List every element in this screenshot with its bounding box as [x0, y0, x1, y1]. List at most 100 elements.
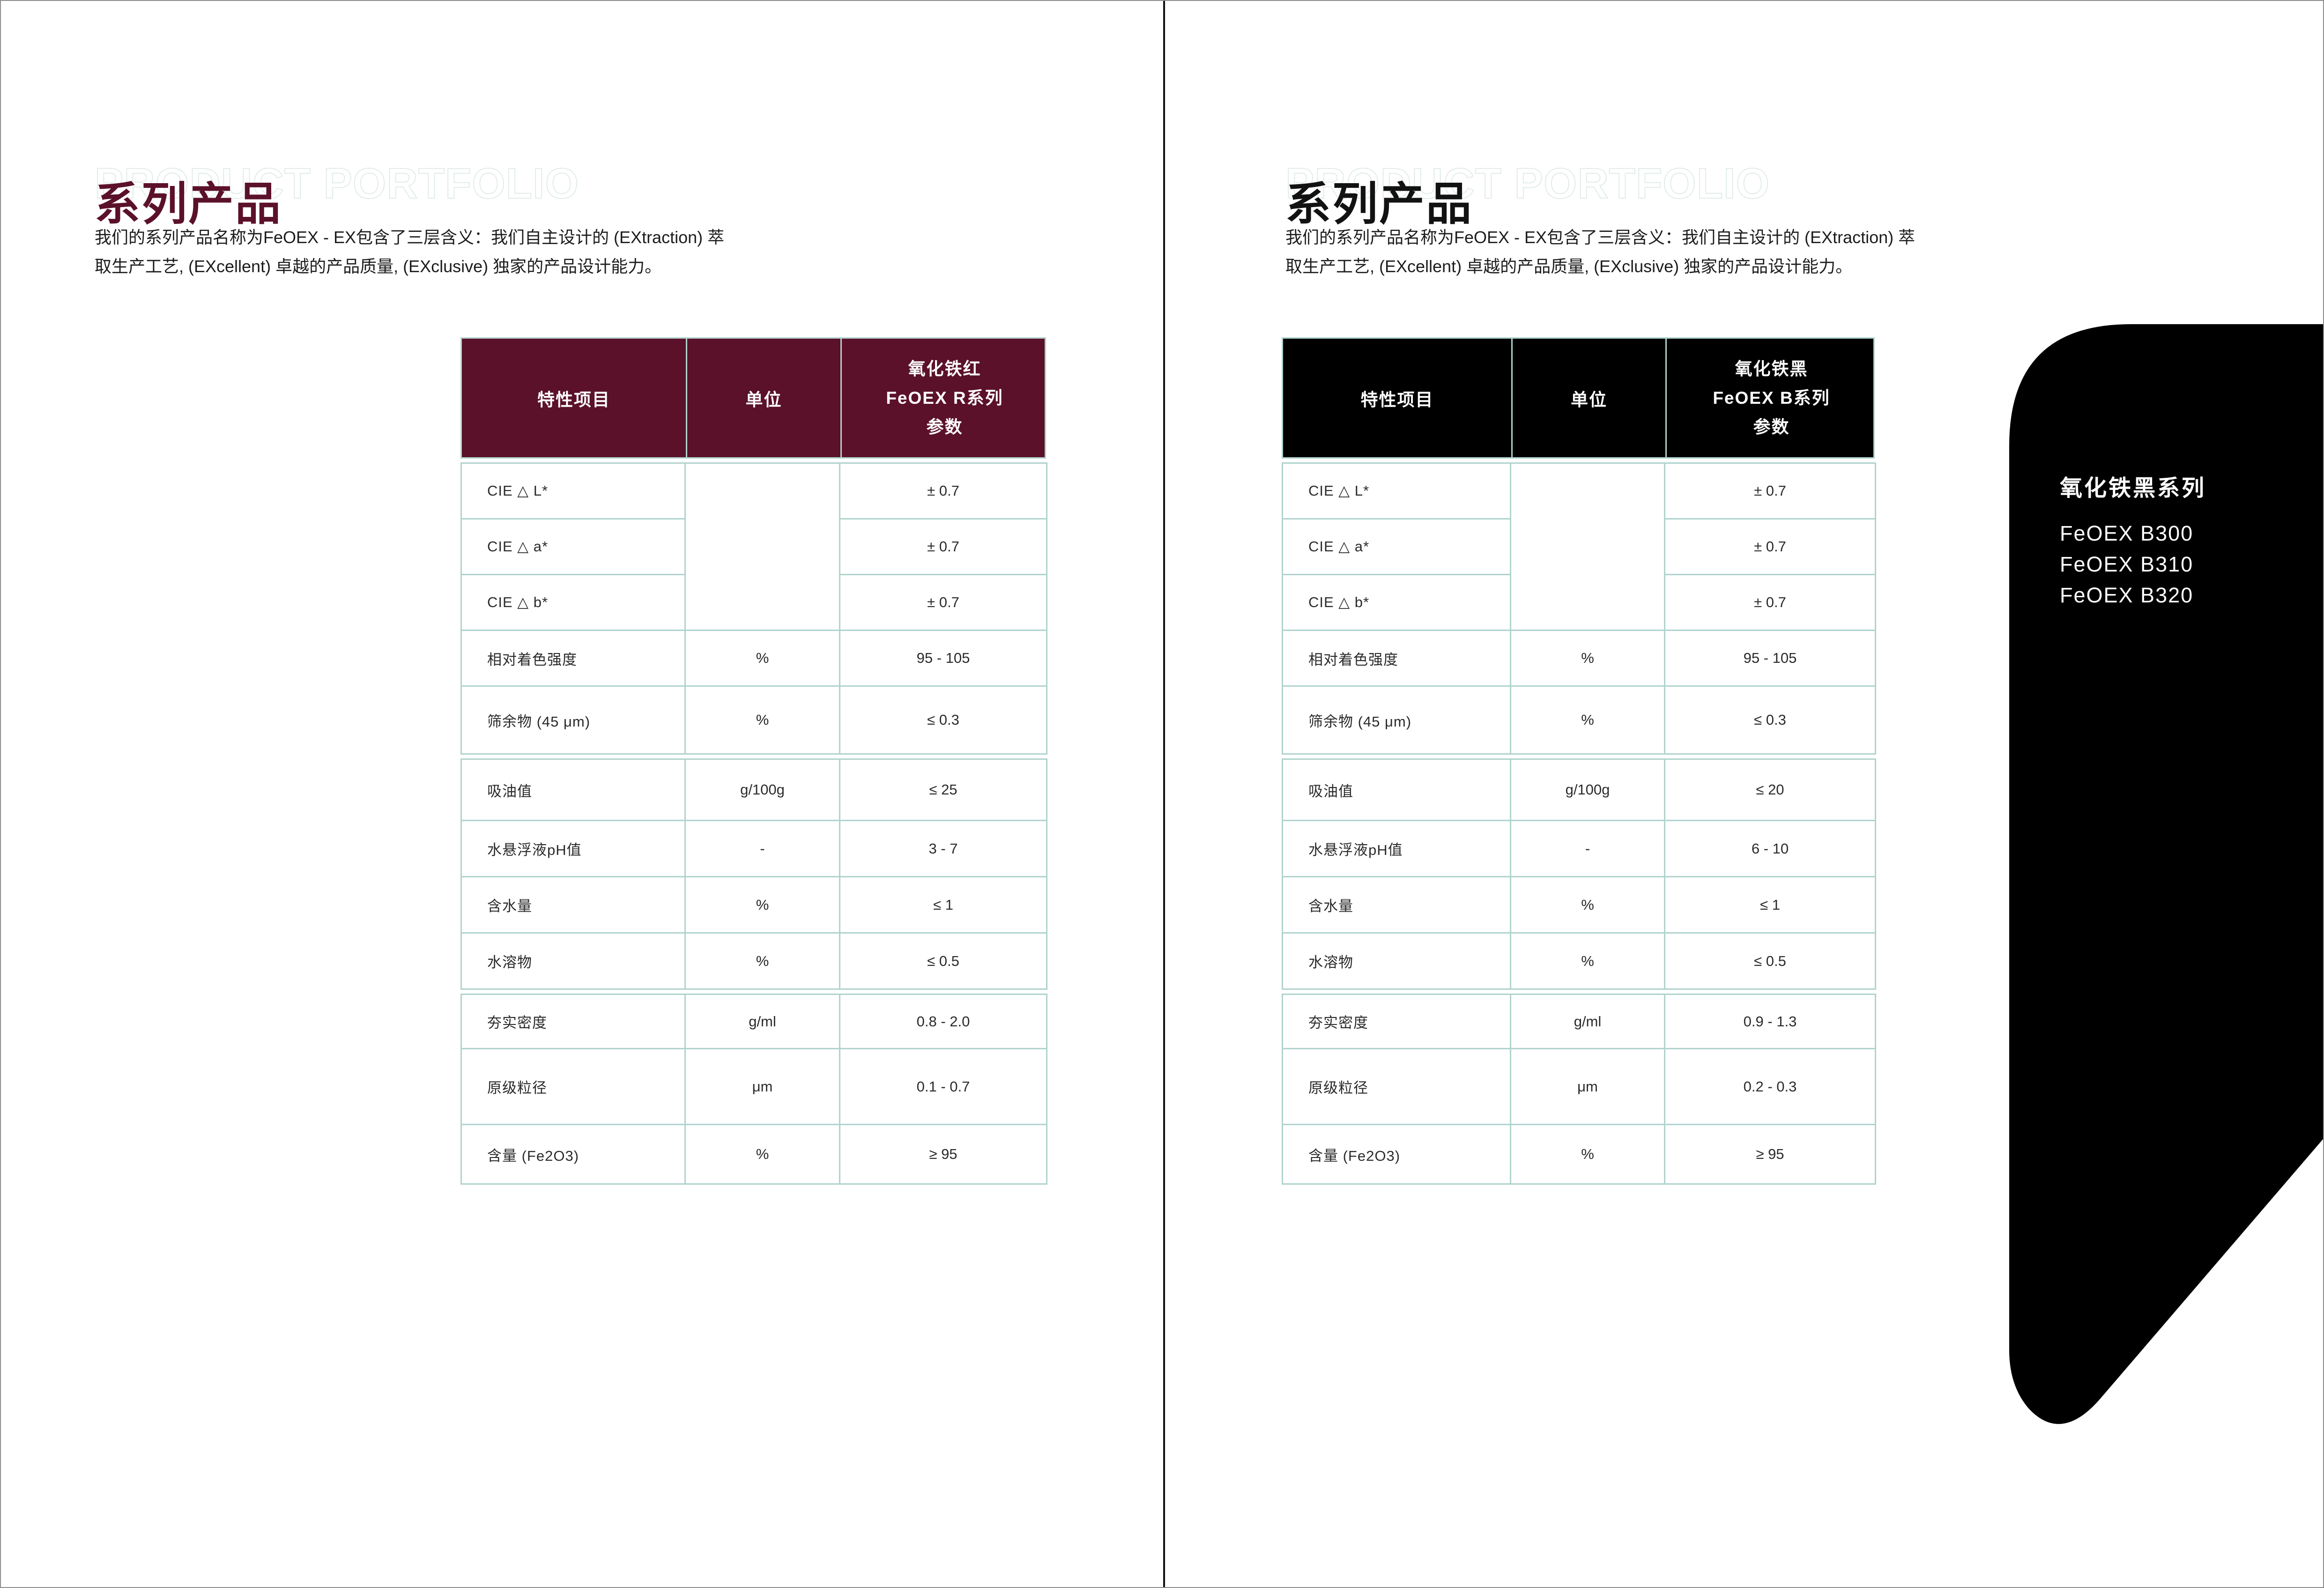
row-label: 水悬浮液pH值 [1282, 820, 1511, 877]
row-value: 0.9 - 1.3 [1664, 994, 1876, 1049]
row-label: 筛余物 (45 μm) [460, 685, 686, 755]
row-unit: % [684, 685, 840, 755]
badge-title: 氧化铁黑系列 [2060, 476, 2206, 501]
page-title: 系列产品 [95, 178, 282, 230]
table-row: CIE △ L* ± 0.7 [460, 462, 1047, 631]
spec-table-header: 特性项目 单位 氧化铁红 FeOEX R系列 参数 [460, 337, 1046, 459]
table-row: 含水量 % ≤ 1 [460, 876, 1047, 934]
table-row: 水溶物 % ≤ 0.5 [1282, 932, 1876, 990]
black-series-badge: 氧化铁黑系列 FeOEX B300 FeOEX B310 FeOEX B320 [2060, 469, 2303, 611]
row-value: ≥ 95 [839, 1124, 1047, 1185]
table-row: 含量 (Fe2O3) % ≥ 95 [1282, 1124, 1876, 1185]
table-row: 夯实密度 g/ml 0.8 - 2.0 [460, 994, 1047, 1049]
intro-paragraph: 我们的系列产品名称为FeOEX - EX包含了三层含义：我们自主设计的 (EXt… [95, 223, 724, 281]
row-label: 水悬浮液pH值 [460, 820, 686, 877]
watermark-text: PRODUCT PORTFOLIO [1285, 159, 1770, 208]
row-unit: - [1510, 820, 1665, 877]
row-label: 原级粒径 [1282, 1048, 1511, 1125]
spec-section-color: CIE △ L* ± 0.7 CIE △ a* ± 0.7 CIE △ b* ±… [460, 462, 1047, 755]
row-unit: % [1510, 932, 1665, 990]
header-cell-property: 特性项目 [537, 390, 610, 409]
row-value: ± 0.7 [1664, 462, 1876, 519]
header-cell-unit: 单位 [686, 339, 840, 457]
row-unit: % [684, 876, 840, 934]
intro-paragraph: 我们的系列产品名称为FeOEX - EX包含了三层含义：我们自主设计的 (EXt… [1285, 223, 1915, 281]
row-value: 95 - 105 [1664, 630, 1876, 687]
header-cell-property: 特性项目 [1360, 390, 1434, 409]
row-value: ≤ 20 [1664, 758, 1876, 821]
row-unit: % [684, 630, 840, 687]
row-label: 含量 (Fe2O3) [460, 1124, 686, 1185]
row-label: CIE △ a* [1282, 518, 1511, 575]
table-row: CIE △ a* ± 0.7 [1282, 518, 1876, 575]
row-value: ≤ 25 [839, 758, 1047, 821]
intro-line: 我们的系列产品名称为FeOEX - EX包含了三层含义：我们自主设计的 (EXt… [1285, 228, 1916, 247]
watermark-text: PRODUCT PORTFOLIO [94, 159, 579, 208]
badge-item: FeOEX B310 [2060, 552, 2194, 576]
row-value: 6 - 10 [1664, 820, 1876, 877]
row-unit: g/100g [1510, 758, 1665, 821]
row-label: CIE △ a* [460, 518, 686, 575]
table-row: 吸油值 g/100g ≤ 25 [460, 758, 1047, 821]
row-value: ± 0.7 [839, 518, 1047, 575]
row-value: 95 - 105 [839, 630, 1047, 687]
row-unit: g/ml [684, 994, 840, 1049]
row-unit: g/ml [1510, 994, 1665, 1049]
table-row: CIE △ a* ± 0.7 [460, 518, 1047, 575]
table-row: 吸油值 g/100g ≤ 20 [1282, 758, 1876, 821]
row-unit: - [684, 820, 840, 877]
table-row: 含水量 % ≤ 1 [1282, 876, 1876, 934]
row-label: 原级粒径 [460, 1048, 686, 1125]
table-row: 筛余物 (45 μm) % ≤ 0.3 [1282, 685, 1876, 755]
table-row: 相对着色强度 % 95 - 105 [1282, 630, 1876, 687]
row-value: ≤ 0.3 [839, 685, 1047, 755]
row-unit: g/100g [684, 758, 840, 821]
row-unit: μm [684, 1048, 840, 1125]
row-label: 夯实密度 [1282, 994, 1511, 1049]
page-divider [1163, 1, 1165, 1587]
row-label: 相对着色强度 [460, 630, 686, 687]
spec-section-chemical: 吸油值 g/100g ≤ 25 水悬浮液pH值 - 3 - 7 含水量 % ≤ … [460, 758, 1047, 990]
row-value: ≤ 0.5 [1664, 932, 1876, 990]
table-row: 水悬浮液pH值 - 3 - 7 [460, 820, 1047, 877]
header-cell-unit: 单位 [1511, 339, 1665, 457]
intro-line: 我们的系列产品名称为FeOEX - EX包含了三层含义：我们自主设计的 (EXt… [95, 228, 725, 247]
row-label: 筛余物 (45 μm) [1282, 685, 1511, 755]
table-row: CIE △ b* ± 0.7 [460, 574, 1047, 631]
table-row: CIE △ b* ± 0.7 [1282, 574, 1876, 631]
header-cell-series: 氧化铁红 FeOEX R系列 参数 [840, 339, 1047, 457]
row-unit: μm [1510, 1048, 1665, 1125]
row-value: ≤ 1 [1664, 876, 1876, 934]
row-value: ≥ 95 [1664, 1124, 1876, 1185]
row-label: 水溶物 [460, 932, 686, 990]
page-left: PRODUCT PORTFOLIO 系列产品 我们的系列产品名称为FeOEX -… [1, 1, 1163, 1587]
table-row: 原级粒径 μm 0.2 - 0.3 [1282, 1048, 1876, 1125]
table-row: 水悬浮液pH值 - 6 - 10 [1282, 820, 1876, 877]
row-value: ± 0.7 [839, 574, 1047, 631]
spec-table-header: 特性项目 单位 氧化铁黑 FeOEX B系列 参数 [1282, 337, 1875, 459]
header-cell-series: 氧化铁黑 FeOEX B系列 参数 [1665, 339, 1876, 457]
row-value: ≤ 1 [839, 876, 1047, 934]
badge-item: FeOEX B300 [2060, 521, 2194, 545]
row-unit-merged [684, 462, 840, 631]
spec-section-physical: 夯实密度 g/ml 0.9 - 1.3 原级粒径 μm 0.2 - 0.3 含量… [1282, 994, 1876, 1185]
row-label: 含水量 [460, 876, 686, 934]
badge-item: FeOEX B320 [2060, 583, 2194, 607]
spec-table-red: 特性项目 单位 氧化铁红 FeOEX R系列 参数 CIE △ L* ± 0.7… [460, 337, 1047, 1188]
table-row: 含量 (Fe2O3) % ≥ 95 [460, 1124, 1047, 1185]
row-value: ± 0.7 [1664, 574, 1876, 631]
row-unit: % [1510, 685, 1665, 755]
row-label: CIE △ L* [460, 462, 686, 519]
row-label: 水溶物 [1282, 932, 1511, 990]
table-row: 夯实密度 g/ml 0.9 - 1.3 [1282, 994, 1876, 1049]
table-row: 水溶物 % ≤ 0.5 [460, 932, 1047, 990]
row-unit: % [1510, 630, 1665, 687]
spec-table-black: 特性项目 单位 氧化铁黑 FeOEX B系列 参数 CIE △ L* ± 0.7… [1282, 337, 1876, 1188]
row-label: 吸油值 [1282, 758, 1511, 821]
row-unit-merged [1510, 462, 1665, 631]
intro-line: 取生产工艺, (EXcellent) 卓越的产品质量, (EXclusive) … [1285, 257, 1853, 276]
page-right: PRODUCT PORTFOLIO 系列产品 我们的系列产品名称为FeOEX -… [1165, 1, 2323, 1587]
black-blob-shape [2009, 324, 2323, 1424]
row-value: ± 0.7 [1664, 518, 1876, 575]
row-value: ≤ 0.3 [1664, 685, 1876, 755]
